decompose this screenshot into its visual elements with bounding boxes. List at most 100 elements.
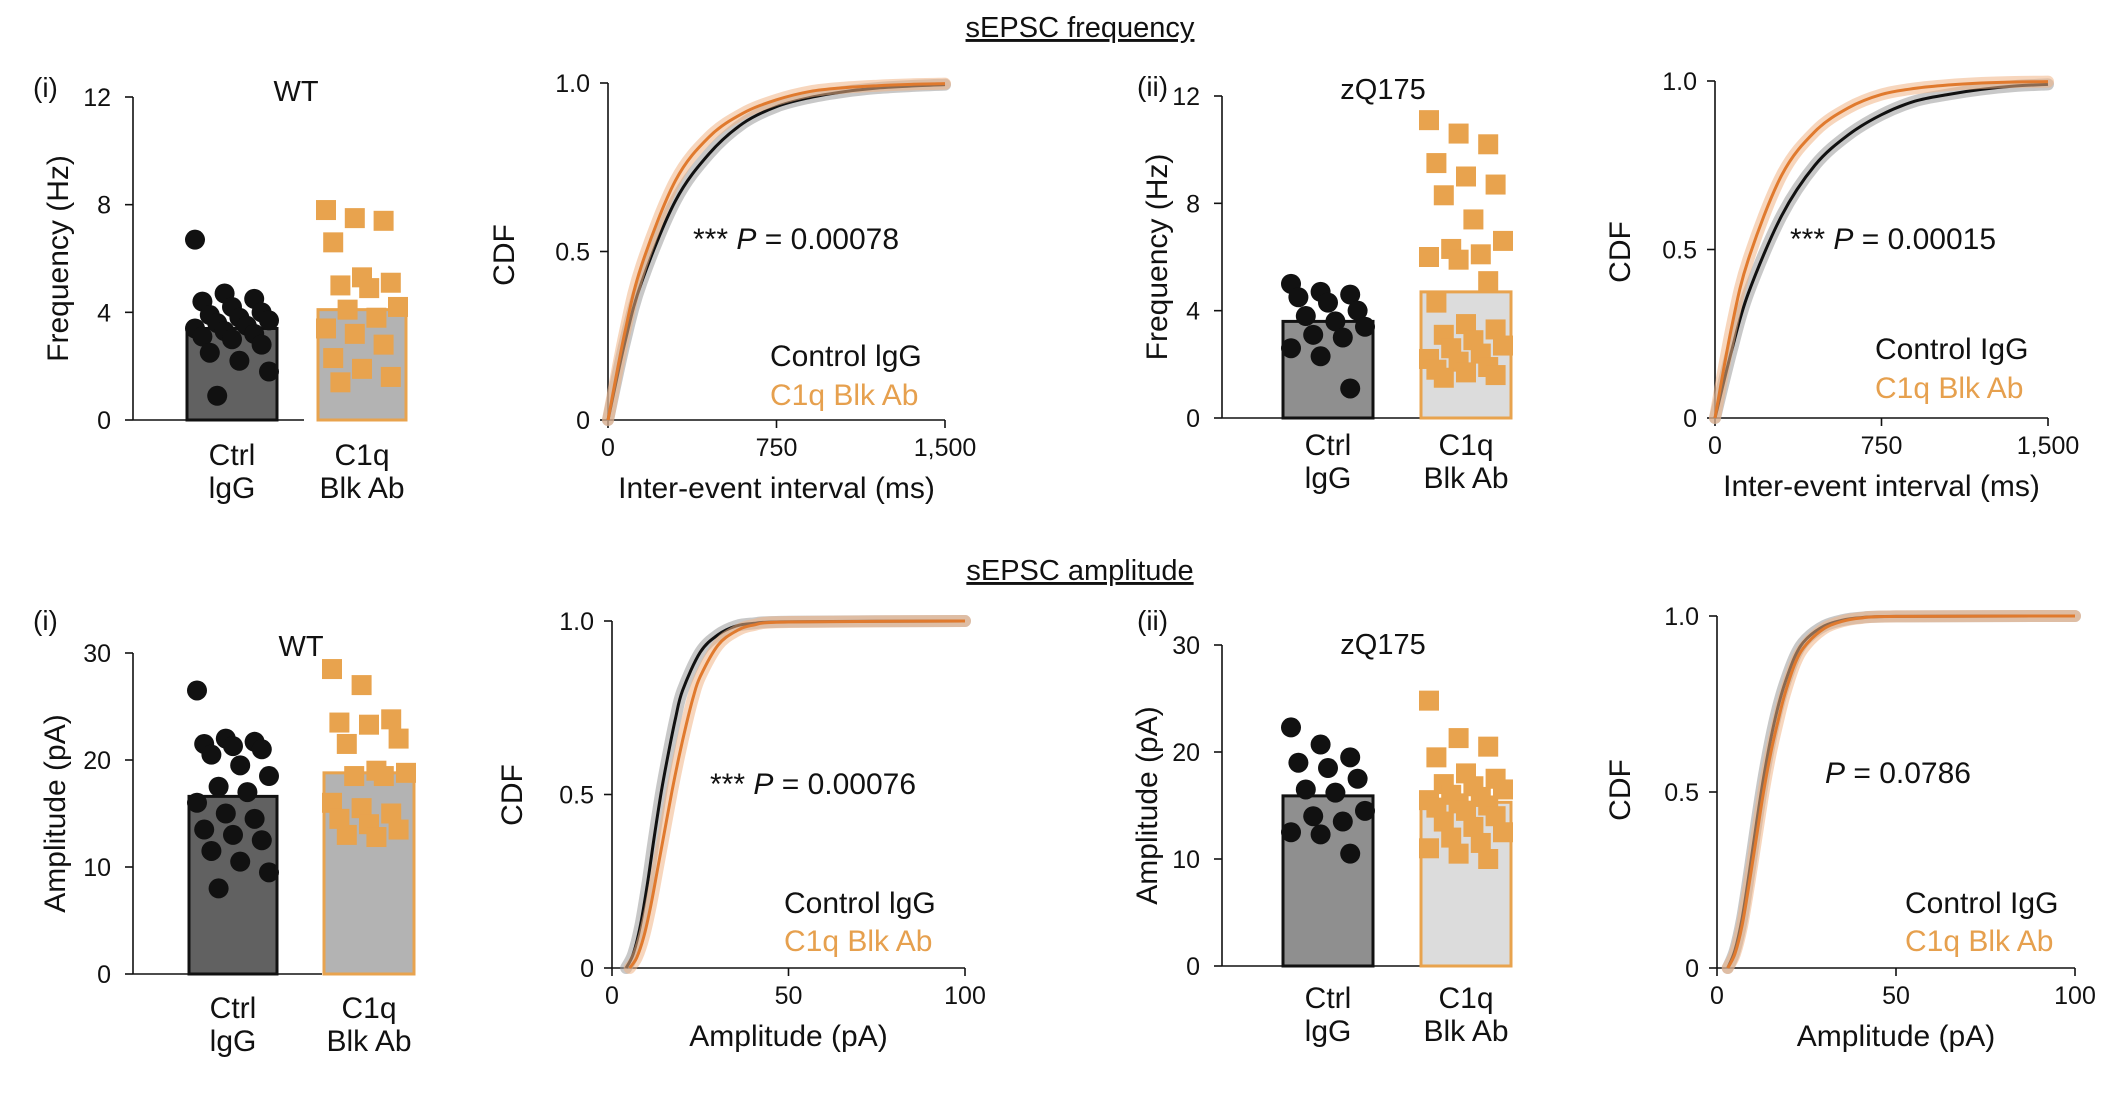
x-category-label: lgG — [209, 472, 256, 505]
chart-title: WT — [273, 76, 318, 108]
data-point-c1q — [1448, 123, 1469, 144]
section-title-frequency: sEPSC frequency — [966, 12, 1195, 44]
data-point-ctrl — [208, 776, 229, 797]
data-point-c1q — [1419, 838, 1439, 859]
data-point-c1q — [1485, 806, 1506, 827]
data-point-c1q — [316, 318, 336, 339]
y-axis-label: CDF — [1604, 759, 1637, 821]
data-point-c1q — [373, 766, 394, 787]
bar-ctrl — [1281, 319, 1375, 420]
p-symbol: P — [1833, 223, 1853, 256]
data-point-c1q — [1485, 319, 1506, 340]
data-point-c1q — [373, 210, 394, 231]
y-tick-label: 0 — [1186, 953, 1200, 981]
p-value-annotation: *** P = 0.00015 — [1790, 223, 1996, 256]
section-title-amplitude: sEPSC amplitude — [966, 555, 1193, 587]
data-point-ctrl — [223, 824, 243, 845]
data-point-ctrl — [251, 334, 272, 355]
x-category-label: lgG — [1305, 462, 1352, 495]
data-point-ctrl — [208, 878, 229, 899]
data-point-ctrl — [199, 342, 220, 363]
data-point-ctrl — [185, 229, 205, 250]
x-category-label: Ctrl — [209, 439, 256, 472]
data-point-ctrl — [1318, 758, 1338, 779]
y-axis-label: Frequency (Hz) — [42, 155, 75, 362]
data-point-c1q — [1463, 209, 1484, 230]
y-tick-label: 0 — [1685, 955, 1699, 983]
y-tick-label: 30 — [1172, 632, 1200, 660]
data-point-c1q — [1433, 185, 1454, 206]
data-point-ctrl — [222, 329, 242, 350]
data-point-ctrl — [1310, 734, 1331, 755]
chart-title: zQ175 — [1340, 74, 1425, 106]
x-category-label: Blk Ab — [1423, 462, 1508, 495]
data-point-c1q — [336, 824, 357, 845]
y-axis-label: Amplitude (pA) — [39, 714, 72, 912]
panel-label: (ii) — [1137, 71, 1168, 102]
data-point-c1q — [359, 714, 379, 735]
data-point-c1q — [388, 728, 409, 749]
legend-ctrl: Control lgG — [784, 887, 936, 920]
data-point-c1q — [366, 307, 387, 328]
x-axis-label: Inter-event interval (ms) — [1723, 470, 2040, 503]
data-point-ctrl — [1303, 324, 1324, 345]
data-point-c1q — [1448, 249, 1469, 270]
data-point-c1q — [388, 296, 408, 317]
y-axis-label: CDF — [488, 224, 521, 286]
y-tick-label: 0 — [97, 407, 111, 435]
x-category-label: Blk Ab — [1423, 1015, 1508, 1048]
x-tick-label: 1,500 — [2017, 432, 2080, 460]
data-point-c1q — [316, 200, 336, 221]
cdf-line-c1q — [1713, 80, 2049, 419]
data-point-c1q — [1493, 335, 1513, 356]
y-tick-label: 4 — [1186, 298, 1200, 326]
y-axis-label: CDF — [496, 764, 529, 826]
data-point-ctrl — [1318, 292, 1338, 313]
data-point-c1q — [351, 675, 372, 696]
data-point-ctrl — [1281, 822, 1301, 843]
data-point-ctrl — [237, 782, 258, 803]
data-point-c1q — [344, 766, 365, 787]
x-category-label: Ctrl — [1305, 982, 1352, 1015]
y-tick-label: 4 — [97, 299, 111, 327]
data-point-c1q — [1478, 736, 1499, 757]
x-tick-label: 50 — [775, 982, 803, 1010]
data-point-c1q — [1493, 779, 1513, 800]
data-point-ctrl — [187, 680, 207, 701]
data-point-c1q — [396, 762, 416, 783]
y-tick-label: 1.0 — [1664, 603, 1699, 631]
y-tick-label: 20 — [83, 747, 111, 775]
data-point-c1q — [336, 733, 357, 754]
data-point-c1q — [1470, 832, 1491, 853]
data-point-c1q — [322, 792, 342, 813]
y-axis-label: Frequency (Hz) — [1141, 154, 1174, 361]
data-point-ctrl — [230, 755, 251, 776]
data-point-c1q — [373, 334, 394, 355]
legend-c1q: C1q Blk Ab — [1875, 372, 2023, 405]
x-axis-label: Inter-event interval (ms) — [618, 472, 935, 505]
data-point-c1q — [351, 798, 372, 819]
x-axis-label: Amplitude (pA) — [1797, 1020, 1995, 1053]
data-point-c1q — [1478, 849, 1499, 869]
data-point-c1q — [329, 808, 350, 829]
data-point-ctrl — [1295, 306, 1316, 327]
data-point-ctrl — [194, 819, 215, 840]
bar-ctrl — [1281, 794, 1375, 968]
data-point-c1q — [1485, 365, 1506, 386]
data-point-c1q — [1419, 110, 1439, 131]
p-value: = 0.00015 — [1853, 223, 1996, 256]
x-tick-label: 750 — [756, 434, 798, 462]
data-point-c1q — [344, 208, 365, 229]
legend-ctrl: Control lgG — [770, 340, 922, 373]
cdf-line-c1q — [1726, 614, 2076, 969]
legend-ctrl: Control IgG — [1875, 333, 2028, 366]
data-point-c1q — [1441, 827, 1462, 848]
data-point-c1q — [381, 709, 402, 730]
data-point-ctrl — [1347, 300, 1368, 321]
data-point-c1q — [381, 803, 402, 824]
data-point-c1q — [380, 272, 401, 293]
legend-c1q: C1q Blk Ab — [784, 925, 932, 958]
